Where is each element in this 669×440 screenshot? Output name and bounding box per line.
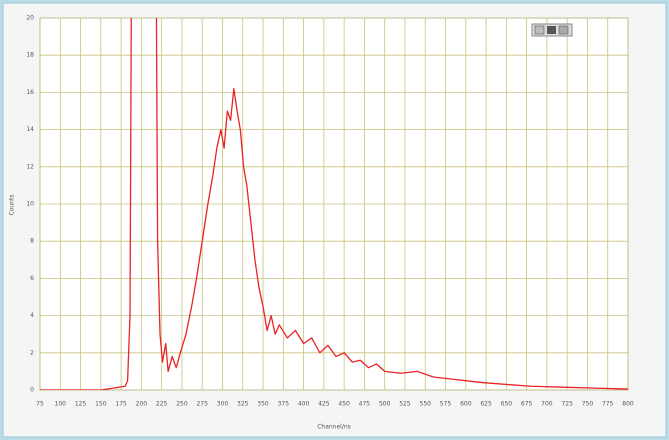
x-tick-label: 75 [36,401,44,408]
toolbar-button[interactable] [558,25,569,35]
y-tick-label: 12 [26,163,34,170]
y-axis-label: Counts [9,195,16,216]
x-tick-label: 600 [460,401,472,408]
y-tick-label: 0 [30,387,34,394]
x-tick-label: 425 [318,401,330,408]
x-tick-label: 325 [237,401,249,408]
y-tick-label: 20 [26,15,34,22]
x-tick-label: 125 [75,401,87,408]
x-tick-label: 200 [136,401,148,408]
y-tick-label: 10 [26,201,34,208]
x-tick-label: 400 [298,401,310,408]
y-tick-label: 14 [26,126,34,133]
x-tick-label: 575 [440,401,452,408]
x-tick-label: 225 [156,401,168,408]
x-tick-label: 700 [541,401,553,408]
x-tick-label: 500 [379,401,391,408]
y-tick-label: 16 [26,89,34,96]
x-axis-label: Channel/ns [317,424,351,431]
x-tick-label: 175 [115,401,127,408]
toolbar[interactable] [531,23,573,37]
data-line [40,18,628,390]
x-tick-label: 300 [217,401,229,408]
x-tick-label: 450 [338,401,350,408]
x-tick-label: 475 [359,401,371,408]
x-tick-label: 800 [622,401,634,408]
x-tick-label: 275 [196,401,208,408]
grid [39,17,629,391]
x-tick-label: 775 [602,401,614,408]
x-tick-label: 150 [95,401,107,408]
x-tick-label: 525 [399,401,411,408]
x-tick-label: 375 [278,401,290,408]
x-tick-label: 250 [176,401,188,408]
x-tick-label: 350 [257,401,269,408]
x-tick-label: 550 [420,401,432,408]
toolbar-button[interactable] [534,25,545,35]
y-tick-label: 6 [30,275,34,282]
y-tick-label: 18 [26,52,34,59]
x-tick-label: 625 [480,401,492,408]
y-tick-label: 8 [30,238,34,245]
x-tick-label: 100 [55,401,67,408]
x-tick-label: 675 [521,401,533,408]
toolbar-button[interactable] [547,26,556,34]
x-tick-label: 725 [561,401,573,408]
x-tick-label: 750 [582,401,594,408]
y-tick-label: 2 [30,349,34,356]
y-tick-label: 4 [30,312,34,319]
x-tick-label: 650 [501,401,513,408]
